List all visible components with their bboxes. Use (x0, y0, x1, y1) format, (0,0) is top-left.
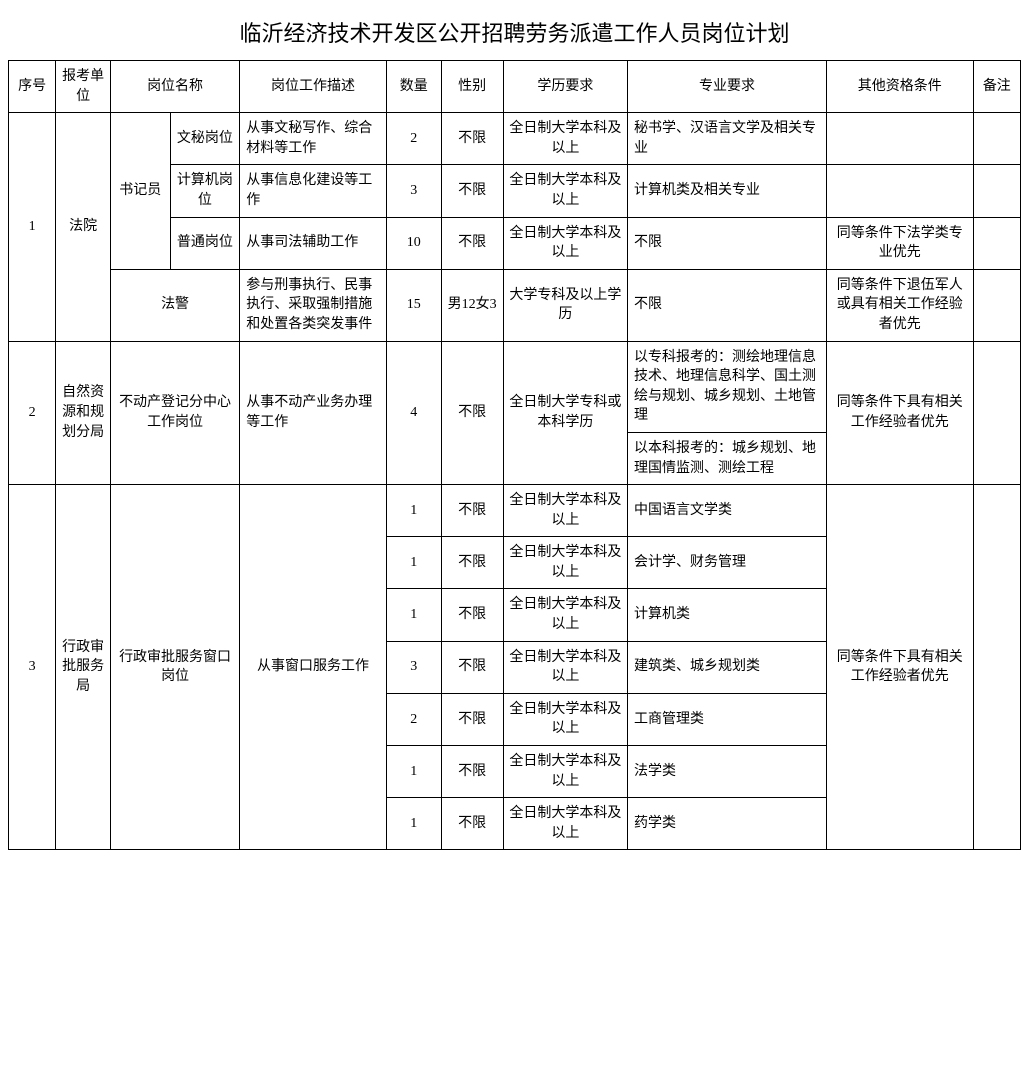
header-desc: 岗位工作描述 (240, 61, 387, 113)
cell-note (973, 485, 1020, 850)
cell-pos: 法警 (110, 269, 239, 341)
cell-qty: 3 (386, 165, 441, 217)
cell-qty: 1 (386, 589, 441, 641)
cell-edu: 大学专科及以上学历 (503, 269, 627, 341)
header-edu: 学历要求 (503, 61, 627, 113)
cell-qty: 2 (386, 693, 441, 745)
header-seq: 序号 (9, 61, 56, 113)
cell-sex: 不限 (441, 589, 503, 641)
header-qty: 数量 (386, 61, 441, 113)
table-header-row: 序号 报考单位 岗位名称 岗位工作描述 数量 性别 学历要求 专业要求 其他资格… (9, 61, 1021, 113)
cell-other (826, 113, 973, 165)
cell-sex: 男12女3 (441, 269, 503, 341)
cell-note (973, 269, 1020, 341)
cell-seq: 2 (9, 341, 56, 485)
cell-sex: 不限 (441, 746, 503, 798)
cell-unit: 自然资源和规划分局 (56, 341, 111, 485)
cell-clerk-label: 书记员 (110, 113, 170, 270)
cell-qty: 2 (386, 113, 441, 165)
cell-note (973, 113, 1020, 165)
cell-major: 秘书学、汉语言文学及相关专业 (628, 113, 827, 165)
cell-edu: 全日制大学专科或本科学历 (503, 341, 627, 485)
cell-unit: 行政审批服务局 (56, 485, 111, 850)
cell-sex: 不限 (441, 798, 503, 850)
cell-pos: 计算机岗位 (170, 165, 240, 217)
cell-sex: 不限 (441, 341, 503, 485)
cell-sex: 不限 (441, 485, 503, 537)
header-note: 备注 (973, 61, 1020, 113)
cell-seq: 1 (9, 113, 56, 341)
cell-major: 不限 (628, 269, 827, 341)
cell-pos: 不动产登记分中心工作岗位 (110, 341, 239, 485)
cell-sex: 不限 (441, 641, 503, 693)
cell-edu: 全日制大学本科及以上 (503, 485, 627, 537)
cell-qty: 15 (386, 269, 441, 341)
cell-other: 同等条件下具有相关工作经验者优先 (826, 341, 973, 485)
header-unit: 报考单位 (56, 61, 111, 113)
cell-major: 不限 (628, 217, 827, 269)
cell-desc: 从事文秘写作、综合材料等工作 (240, 113, 387, 165)
cell-edu: 全日制大学本科及以上 (503, 746, 627, 798)
cell-edu: 全日制大学本科及以上 (503, 798, 627, 850)
cell-pos: 普通岗位 (170, 217, 240, 269)
cell-unit: 法院 (56, 113, 111, 341)
table-row: 3 行政审批服务局 行政审批服务窗口岗位 从事窗口服务工作 1 不限 全日制大学… (9, 485, 1021, 537)
cell-edu: 全日制大学本科及以上 (503, 217, 627, 269)
table-row: 1 法院 书记员 文秘岗位 从事文秘写作、综合材料等工作 2 不限 全日制大学本… (9, 113, 1021, 165)
cell-sex: 不限 (441, 113, 503, 165)
cell-edu: 全日制大学本科及以上 (503, 113, 627, 165)
cell-qty: 1 (386, 746, 441, 798)
cell-major: 计算机类 (628, 589, 827, 641)
header-major: 专业要求 (628, 61, 827, 113)
cell-edu: 全日制大学本科及以上 (503, 589, 627, 641)
cell-qty: 4 (386, 341, 441, 485)
cell-sex: 不限 (441, 693, 503, 745)
cell-desc: 参与刑事执行、民事执行、采取强制措施和处置各类突发事件 (240, 269, 387, 341)
cell-note (973, 165, 1020, 217)
cell-major: 法学类 (628, 746, 827, 798)
cell-pos: 行政审批服务窗口岗位 (110, 485, 239, 850)
cell-edu: 全日制大学本科及以上 (503, 537, 627, 589)
header-sex: 性别 (441, 61, 503, 113)
table-row: 2 自然资源和规划分局 不动产登记分中心工作岗位 从事不动产业务办理等工作 4 … (9, 341, 1021, 432)
cell-major: 工商管理类 (628, 693, 827, 745)
cell-note (973, 341, 1020, 485)
cell-desc: 从事不动产业务办理等工作 (240, 341, 387, 485)
cell-major: 会计学、财务管理 (628, 537, 827, 589)
cell-major: 中国语言文学类 (628, 485, 827, 537)
table-row: 法警 参与刑事执行、民事执行、采取强制措施和处置各类突发事件 15 男12女3 … (9, 269, 1021, 341)
page-title: 临沂经济技术开发区公开招聘劳务派遣工作人员岗位计划 (8, 8, 1021, 60)
cell-seq: 3 (9, 485, 56, 850)
cell-sex: 不限 (441, 165, 503, 217)
job-plan-table: 序号 报考单位 岗位名称 岗位工作描述 数量 性别 学历要求 专业要求 其他资格… (8, 60, 1021, 850)
cell-other: 同等条件下退伍军人或具有相关工作经验者优先 (826, 269, 973, 341)
cell-desc: 从事司法辅助工作 (240, 217, 387, 269)
header-other: 其他资格条件 (826, 61, 973, 113)
cell-qty: 3 (386, 641, 441, 693)
cell-sex: 不限 (441, 217, 503, 269)
cell-edu: 全日制大学本科及以上 (503, 165, 627, 217)
cell-qty: 1 (386, 798, 441, 850)
cell-qty: 1 (386, 485, 441, 537)
cell-other: 同等条件下法学类专业优先 (826, 217, 973, 269)
cell-edu: 全日制大学本科及以上 (503, 693, 627, 745)
cell-major: 计算机类及相关专业 (628, 165, 827, 217)
cell-other (826, 165, 973, 217)
cell-qty: 1 (386, 537, 441, 589)
cell-other: 同等条件下具有相关工作经验者优先 (826, 485, 973, 850)
cell-major: 以本科报考的：城乡规划、地理国情监测、测绘工程 (628, 432, 827, 484)
cell-sex: 不限 (441, 537, 503, 589)
cell-desc: 从事窗口服务工作 (240, 485, 387, 850)
header-position: 岗位名称 (110, 61, 239, 113)
cell-major: 以专科报考的：测绘地理信息技术、地理信息科学、国土测绘与规划、城乡规划、土地管理 (628, 341, 827, 432)
cell-qty: 10 (386, 217, 441, 269)
cell-edu: 全日制大学本科及以上 (503, 641, 627, 693)
cell-pos: 文秘岗位 (170, 113, 240, 165)
cell-note (973, 217, 1020, 269)
cell-major: 建筑类、城乡规划类 (628, 641, 827, 693)
cell-major: 药学类 (628, 798, 827, 850)
cell-desc: 从事信息化建设等工作 (240, 165, 387, 217)
